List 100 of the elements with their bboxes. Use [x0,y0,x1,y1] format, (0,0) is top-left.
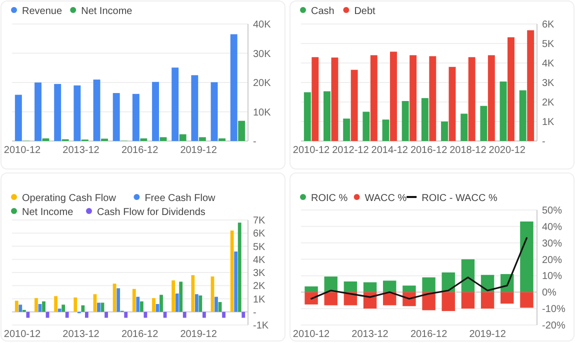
bar [500,82,507,141]
bar [520,292,534,308]
bar [34,298,38,312]
bar [26,312,30,318]
x-tick-label: 2019-12 [180,329,218,340]
bar [156,304,160,312]
bar [402,101,409,141]
bar [14,300,18,312]
y-tick-label: -1K [253,320,269,332]
legend-label: Net Income [22,207,74,218]
bar [160,137,167,141]
bar [202,312,206,318]
bar [448,66,456,141]
bar [461,292,475,309]
bar [422,277,436,292]
bar [402,286,416,292]
y-tick-label: -20% [542,320,566,332]
bar [230,34,238,141]
bar [324,276,338,292]
bar [124,312,128,318]
y-tick-label: 2K [542,98,555,108]
bar [218,138,226,141]
legend-label: Debt [354,6,376,17]
bar [179,134,186,141]
legend-label: WACC % [364,193,407,204]
bar [324,91,330,141]
line-series [310,237,528,300]
y-tick-label: 6K [542,20,555,30]
y-tick-label: 2K [253,281,266,292]
y-tick-label: 1K [253,294,266,306]
y-tick-label: 50% [542,206,562,216]
bar [344,281,358,292]
legend-label: Free Cash Flow [144,193,216,204]
y-tick-label: 3K [542,78,555,89]
y-tick-label: 1K [542,117,555,128]
x-tick-label: 2019-12 [469,329,506,340]
legend-label: Net Income [81,6,133,17]
bar [175,294,179,312]
bar [42,301,46,312]
bar [230,230,234,312]
bar [198,137,206,141]
bar [172,280,176,312]
bar [500,292,514,304]
x-tick-label: 2019-12 [180,145,218,156]
y-tick-label: - [542,136,546,148]
bar [442,292,455,312]
bar [140,138,148,141]
bar [441,122,448,141]
x-tick-label: 2013-12 [62,145,100,156]
bar [84,312,88,318]
y-tick-label: 40% [542,222,562,233]
bar [214,296,218,312]
bar [520,222,534,292]
y-tick-label: 7K [253,216,266,226]
bar [468,57,476,141]
bar [242,312,246,318]
x-tick-label: 2020-12 [488,145,526,156]
legend-label: Revenue [22,6,62,17]
y-tick-label: 3K [253,268,266,279]
bar [140,301,144,312]
bar [58,308,62,312]
bar [38,304,42,312]
x-tick-label: 2010-12 [292,329,330,340]
bar [421,98,428,141]
bar [304,292,318,304]
bar [191,275,195,312]
y-tick-label: 4K [253,254,266,266]
bar [81,305,85,312]
y-tick-label: 4K [542,58,555,70]
bar [410,55,417,141]
bar [218,302,222,312]
legend-label: Cash [311,6,334,17]
bar [136,296,140,312]
bar [172,68,179,141]
x-tick-label: 2016-12 [410,145,448,156]
bar [100,302,104,312]
bar [179,282,183,312]
x-tick-label: 2016-12 [121,145,159,156]
x-tick-label: 2016-12 [121,329,159,340]
bar [234,252,238,312]
bar [198,295,202,312]
y-tick-label: -10% [542,304,566,316]
bar [383,280,396,292]
bar [182,312,186,318]
bar [460,114,468,141]
x-tick-label: 2010-12 [292,145,330,156]
y-tick-label: 5K [253,242,266,253]
x-tick-label: 2010-12 [4,145,42,156]
y-tick-label: 0% [542,288,557,299]
bar [422,292,436,310]
y-tick-label: 5K [542,39,555,50]
bar [362,112,370,141]
bar [429,56,436,141]
x-tick-label: 2014-12 [371,145,408,156]
bar [132,94,140,141]
bar [65,312,69,318]
bar [390,52,397,141]
bar [152,82,159,141]
y-tick-label: - [253,307,256,318]
bar [93,80,100,141]
